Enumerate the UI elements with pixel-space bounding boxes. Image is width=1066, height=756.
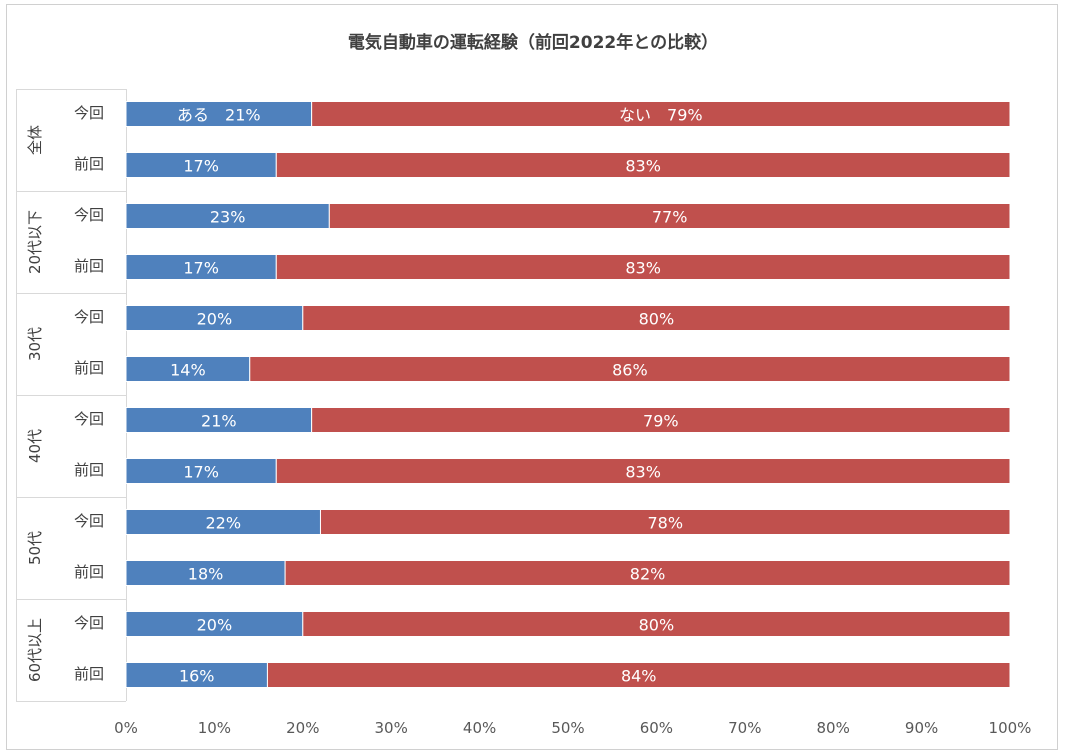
bar-segment xyxy=(275,152,1011,178)
bar-segment xyxy=(125,611,304,637)
category-label: 前回 xyxy=(74,563,104,581)
bar-segment xyxy=(125,662,268,688)
data-label: 79% xyxy=(643,412,679,431)
data-label: 84% xyxy=(621,667,657,686)
bar-segment xyxy=(125,509,321,535)
data-label: 20% xyxy=(197,616,233,635)
data-label: 20% xyxy=(197,310,233,329)
data-label: 78% xyxy=(647,514,683,533)
x-tick-label: 90% xyxy=(905,719,938,737)
data-label: 80% xyxy=(639,616,675,635)
data-label: 82% xyxy=(630,565,666,584)
data-label: 22% xyxy=(205,514,241,533)
category-label: 今回 xyxy=(74,614,104,632)
bar-segment xyxy=(311,407,1011,433)
category-label: 前回 xyxy=(74,359,104,377)
bar-segment xyxy=(125,203,330,229)
data-label: 21% xyxy=(201,412,237,431)
x-tick-label: 20% xyxy=(286,719,319,737)
x-tick-label: 100% xyxy=(989,719,1032,737)
category-label: 今回 xyxy=(74,104,104,122)
data-label: 83% xyxy=(625,463,661,482)
data-label: 83% xyxy=(625,157,661,176)
x-tick-label: 10% xyxy=(198,719,231,737)
category-label: 今回 xyxy=(74,206,104,224)
bar-segment xyxy=(275,458,1011,484)
x-tick-label: 50% xyxy=(551,719,584,737)
bar-segment xyxy=(319,509,1011,535)
data-label: 16% xyxy=(179,667,215,686)
category-label: 今回 xyxy=(74,512,104,530)
x-tick-label: 40% xyxy=(463,719,496,737)
bar-segment xyxy=(125,560,286,586)
x-tick-label: 70% xyxy=(728,719,761,737)
data-label: 18% xyxy=(188,565,224,584)
category-label: 前回 xyxy=(74,461,104,479)
data-label: 17% xyxy=(183,259,219,278)
bar-segment xyxy=(125,254,277,280)
group-label: 60代以上 xyxy=(26,618,44,682)
bar-segment xyxy=(284,560,1011,586)
group-label: 30代 xyxy=(26,327,44,361)
category-label: 前回 xyxy=(74,665,104,683)
data-label: ない 79% xyxy=(619,106,703,125)
bar-segment xyxy=(328,203,1011,229)
data-label: 80% xyxy=(639,310,675,329)
data-label: 77% xyxy=(652,208,688,227)
bar-segment xyxy=(311,101,1011,127)
bar-segment xyxy=(302,611,1011,637)
bar-segment xyxy=(125,305,304,331)
x-tick-label: 60% xyxy=(640,719,673,737)
bar-segment xyxy=(266,662,1011,688)
bar-segment xyxy=(275,254,1011,280)
chart-title: 電気自動車の運転経験（前回2022年との比較） xyxy=(347,33,719,53)
bar-segment xyxy=(302,305,1011,331)
x-tick-label: 80% xyxy=(817,719,850,737)
bar-segment xyxy=(125,101,313,127)
data-label: 14% xyxy=(170,361,206,380)
data-label: 17% xyxy=(183,463,219,482)
axes xyxy=(16,89,127,702)
category-label: 今回 xyxy=(74,308,104,326)
category-label: 前回 xyxy=(74,257,104,275)
data-label: 86% xyxy=(612,361,648,380)
group-label: 50代 xyxy=(26,531,44,565)
category-label: 今回 xyxy=(74,410,104,428)
x-tick-label: 0% xyxy=(114,719,138,737)
x-tick-label: 30% xyxy=(375,719,408,737)
bar-segment xyxy=(249,356,1011,382)
bar-segment xyxy=(125,152,277,178)
data-label: 23% xyxy=(210,208,246,227)
data-label: 17% xyxy=(183,157,219,176)
group-label: 40代 xyxy=(26,429,44,463)
group-label: 20代以下 xyxy=(26,210,44,274)
data-label: ある 21% xyxy=(177,106,261,125)
data-label: 83% xyxy=(625,259,661,278)
bar-segment xyxy=(125,356,251,382)
category-label: 前回 xyxy=(74,155,104,173)
bar-segment xyxy=(125,407,313,433)
bars xyxy=(125,101,1011,688)
group-label: 全体 xyxy=(26,125,44,155)
